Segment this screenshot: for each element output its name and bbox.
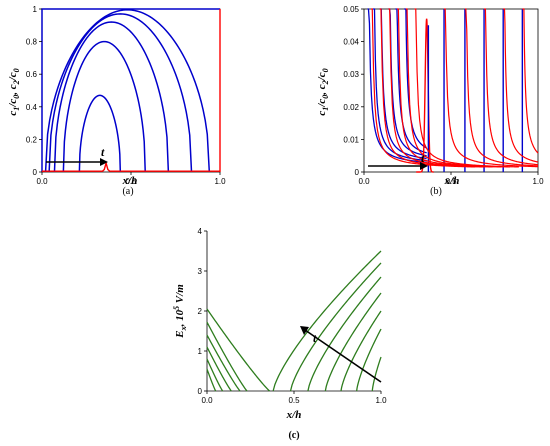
plot-frame-a	[41, 8, 221, 173]
a-ytick-label: 0	[33, 168, 38, 177]
red-curve-b-0	[370, 8, 476, 168]
panel-a: 0.0 0.5 1.0 0 0.2 0.4 0.6 0.8 1 (a) x/h c1/c0, c…	[7, 5, 226, 197]
blue-front-left-2	[379, 8, 427, 160]
ex-left-curve-2	[206, 334, 241, 392]
c1-curve-a-5	[41, 8, 220, 172]
red-curve-b-2	[388, 8, 493, 168]
b-ytick-label: 0	[355, 168, 360, 177]
b-ytick-label: 0.03	[343, 70, 359, 79]
red-curve-b-9	[503, 8, 539, 163]
panel-label-a: (a)	[122, 186, 133, 197]
c1-curve-a-2	[53, 21, 170, 173]
a-ytick-label: 0.4	[26, 103, 38, 112]
blue-front-left-4	[395, 8, 427, 154]
b-xtick-label: 0.0	[358, 177, 370, 186]
panel-c: 0.0 0.5 1.0 0 1 2 3 4 x/h (c) Ex, 105 V/m t	[172, 227, 387, 441]
series-group-b	[367, 8, 539, 173]
c-xtick-label: 0.5	[288, 396, 300, 405]
ex-left-curve-3	[206, 346, 232, 392]
red-curve-b-6	[444, 8, 539, 168]
blue-front-left-5	[404, 8, 427, 149]
red-curve-b-4	[405, 8, 511, 168]
a-xtick-label: 0.5	[125, 177, 137, 186]
c-ytick-label: 4	[198, 227, 203, 236]
a-ytick-label: 0.2	[26, 135, 38, 144]
c1-curve-a-1	[62, 40, 146, 173]
ex-left-curve-4	[206, 358, 224, 392]
a-xtick-label: 1.0	[214, 177, 226, 186]
b-ytick-label: 0.05	[343, 5, 359, 14]
panel-b: 0.0 0.5 1.0 0 0.01 0.02 0.03 0.04 0.05 (b) x/h c…	[316, 5, 544, 197]
c1-curve-a-4	[44, 9, 211, 173]
c-ytick-label: 3	[198, 267, 203, 276]
red-curve-b-8	[484, 8, 539, 166]
series-group-a	[41, 8, 221, 173]
c-xtick-label: 0.0	[201, 396, 213, 405]
peak-red-b	[416, 18, 434, 173]
red-curve-b-5	[414, 8, 519, 168]
a-ytick-label: 0.8	[26, 38, 38, 47]
c-ytick-label: 2	[198, 307, 203, 316]
c-xtick-label: 1.0	[375, 396, 387, 405]
time-label-c: t	[313, 331, 317, 345]
c-ytick-label: 0	[198, 387, 203, 396]
ex-right-curve-4	[340, 310, 382, 392]
red-curve-b-7	[464, 8, 539, 167]
ylabel-b: c1/c0, c2/c0	[316, 68, 330, 115]
ex-right-curve-0	[272, 250, 382, 392]
blue-front-left-0	[367, 8, 427, 163]
a-ytick-label: 1	[33, 5, 38, 14]
time-label-b: t	[421, 151, 425, 165]
xlabel-b: x/h	[444, 175, 460, 187]
time-arrow-c: t	[300, 326, 382, 383]
red-curve-b-10	[522, 8, 539, 154]
b-xtick-label: 0.5	[445, 177, 457, 186]
ylabel-a: c1/c0, c2/c0	[7, 68, 21, 115]
panel-label-c: (c)	[288, 430, 299, 441]
time-arrow-b: t	[368, 151, 428, 170]
ex-right-curve-3	[324, 292, 382, 392]
a-xtick-label: 0.0	[36, 177, 48, 186]
series-group-c	[206, 250, 382, 392]
ex-left-curve-1	[206, 321, 248, 392]
blue-front-left-1	[372, 8, 427, 162]
ex-right-curve-6	[371, 356, 382, 392]
ex-right-curve-1	[289, 262, 382, 392]
c1-curve-a-0	[78, 94, 122, 173]
b-ytick-label: 0.02	[343, 103, 359, 112]
ex-right-curve-2	[307, 276, 382, 392]
c2-curve-a	[42, 9, 221, 172]
ticks-b: 0.0 0.5 1.0 0 0.01 0.02 0.03 0.04 0.05	[343, 5, 544, 186]
b-ytick-label: 0.01	[343, 135, 359, 144]
xlabel-c: x/h	[286, 409, 302, 421]
c-ytick-label: 1	[198, 347, 203, 356]
time-arrow-a: t	[46, 145, 108, 166]
time-label-a: t	[101, 145, 105, 159]
xlabel-a: x/h	[122, 175, 138, 187]
b-ytick-label: 0.04	[343, 38, 359, 47]
ex-left-curve-0	[206, 308, 271, 392]
ylabel-c: Ex, 105 V/m	[172, 284, 188, 339]
ex-left-curve-5	[206, 368, 217, 392]
ticks-c: 0.0 0.5 1.0 0 1 2 3 4	[198, 227, 388, 405]
b-xtick-label: 1.0	[532, 177, 544, 186]
ticks-a: 0.0 0.5 1.0 0 0.2 0.4 0.6 0.8 1	[26, 5, 226, 186]
panel-label-b: (b)	[430, 186, 442, 197]
c1-curve-a-3	[48, 13, 193, 173]
a-ytick-label: 0.6	[26, 70, 38, 79]
blue-front-left-3	[388, 8, 427, 157]
ex-right-curve-5	[355, 328, 382, 392]
